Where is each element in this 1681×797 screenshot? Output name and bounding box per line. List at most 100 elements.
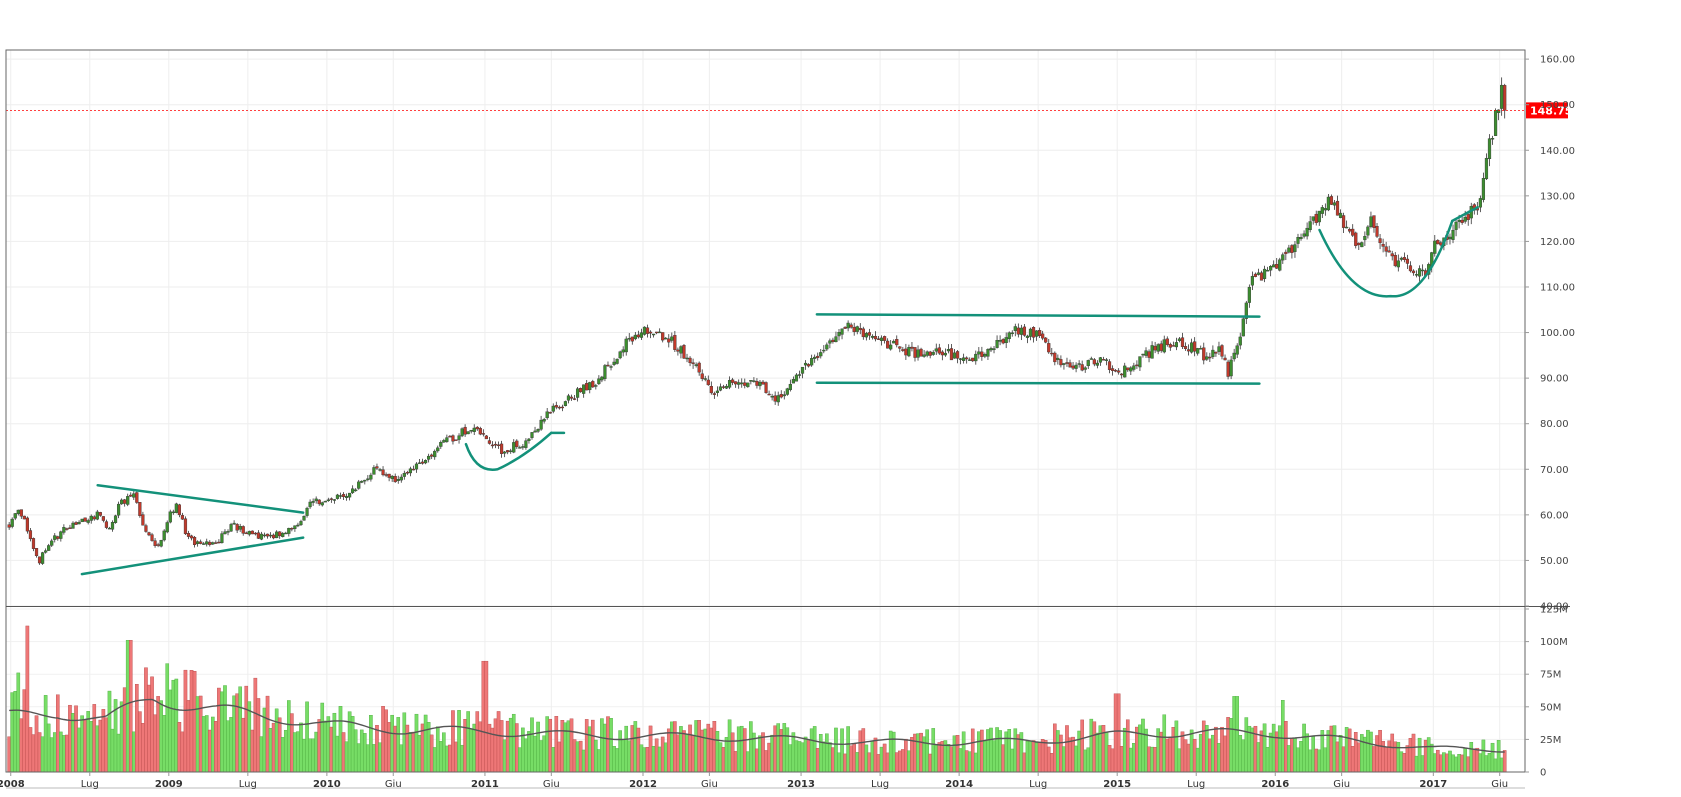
candle-body — [396, 479, 400, 481]
candle-body — [189, 535, 194, 539]
candle-body — [1013, 326, 1017, 331]
candle-body — [621, 349, 625, 353]
candle-body — [1086, 360, 1090, 367]
candle-body — [1272, 264, 1276, 268]
volume-bar — [381, 706, 385, 773]
volume-bar — [703, 728, 708, 773]
candle-body — [1354, 232, 1358, 246]
candle-body — [490, 444, 495, 447]
volume-bar — [590, 719, 595, 773]
candle-body — [1256, 272, 1261, 275]
candle-body — [448, 435, 452, 438]
candle-body — [1202, 347, 1206, 361]
volume-bar — [657, 746, 662, 773]
candle-body — [840, 328, 844, 335]
volume-bar — [718, 742, 723, 773]
candle-body — [53, 535, 57, 540]
volume-bar — [363, 733, 367, 773]
volume-bar — [25, 625, 30, 773]
volume-bar — [548, 718, 553, 773]
volume-bar — [825, 733, 829, 773]
volume-bar — [1168, 736, 1173, 773]
candle-body — [1177, 338, 1182, 341]
volume-bar — [1138, 724, 1142, 773]
candle-body — [606, 364, 610, 367]
volume-bar — [144, 667, 148, 773]
candle-body — [624, 338, 628, 353]
volume-bar — [1426, 737, 1431, 773]
volume-bar — [1049, 753, 1054, 773]
candle-body — [217, 541, 221, 544]
candle-body — [1217, 346, 1221, 352]
candle-body — [405, 472, 409, 474]
volume-bar — [1025, 741, 1030, 773]
volume-bar — [1341, 746, 1346, 773]
candle-body — [968, 359, 972, 361]
candle-body — [13, 513, 17, 519]
candle-body — [308, 501, 312, 508]
candle-body — [332, 499, 337, 501]
candle-body — [1275, 264, 1279, 269]
volume-bar — [1177, 748, 1182, 773]
volume-bar — [7, 736, 11, 773]
candle-body — [1348, 229, 1352, 232]
candle-body — [104, 521, 109, 528]
volume-bar — [308, 738, 312, 773]
candle-body — [1381, 243, 1385, 247]
candle-body — [676, 349, 680, 352]
volume-bar — [1299, 740, 1303, 773]
candle-body — [454, 439, 458, 441]
volume-bar — [201, 716, 206, 773]
volume-bar — [162, 715, 166, 773]
volume-bar — [180, 731, 185, 773]
volume-bar — [177, 722, 182, 773]
volume-bar — [156, 696, 160, 773]
volume-bar — [429, 734, 434, 773]
volume-bar — [1089, 718, 1094, 773]
volume-bar — [207, 729, 212, 773]
volume-bar — [131, 731, 136, 773]
candle-body — [113, 515, 118, 523]
candle-body — [1123, 365, 1127, 378]
candle-body — [1363, 236, 1367, 241]
volume-bar — [317, 719, 322, 773]
candle-body — [460, 428, 464, 437]
volume-bar — [901, 749, 905, 773]
candle-body — [648, 331, 653, 334]
volume-bar — [937, 742, 942, 773]
candle-body — [946, 349, 951, 352]
volume-bar — [305, 701, 309, 773]
candle-body — [1010, 332, 1014, 335]
volume-bar — [1469, 742, 1474, 773]
candle-body — [682, 345, 686, 359]
volume-bar — [867, 752, 872, 773]
volume-bar — [223, 685, 227, 773]
candle-body — [1031, 327, 1036, 338]
candle-body — [849, 324, 853, 328]
candle-body — [311, 501, 315, 503]
volume-bar — [128, 640, 133, 773]
candle-body — [807, 364, 811, 367]
candle-body — [907, 347, 911, 357]
volume-bar — [587, 726, 592, 773]
candle-body — [253, 532, 257, 535]
volume-bar — [259, 736, 264, 773]
candle-body — [98, 512, 102, 516]
volume-bar — [855, 752, 860, 773]
volume-bar — [891, 731, 896, 773]
volume-bar — [107, 690, 112, 773]
volume-bar — [1308, 749, 1312, 773]
candle-body — [1092, 359, 1096, 365]
volume-bar — [1402, 753, 1407, 773]
candle-body — [1132, 365, 1136, 370]
candle-body — [737, 382, 741, 385]
volume-bar — [1384, 746, 1388, 773]
volume-bar — [268, 728, 273, 773]
candle-body — [1278, 259, 1282, 271]
candle-body — [545, 411, 549, 419]
candle-body — [1262, 268, 1267, 279]
candle-body — [268, 534, 273, 537]
candle-body — [265, 533, 270, 537]
volume-bar — [1268, 732, 1273, 773]
candle-body — [296, 524, 300, 527]
